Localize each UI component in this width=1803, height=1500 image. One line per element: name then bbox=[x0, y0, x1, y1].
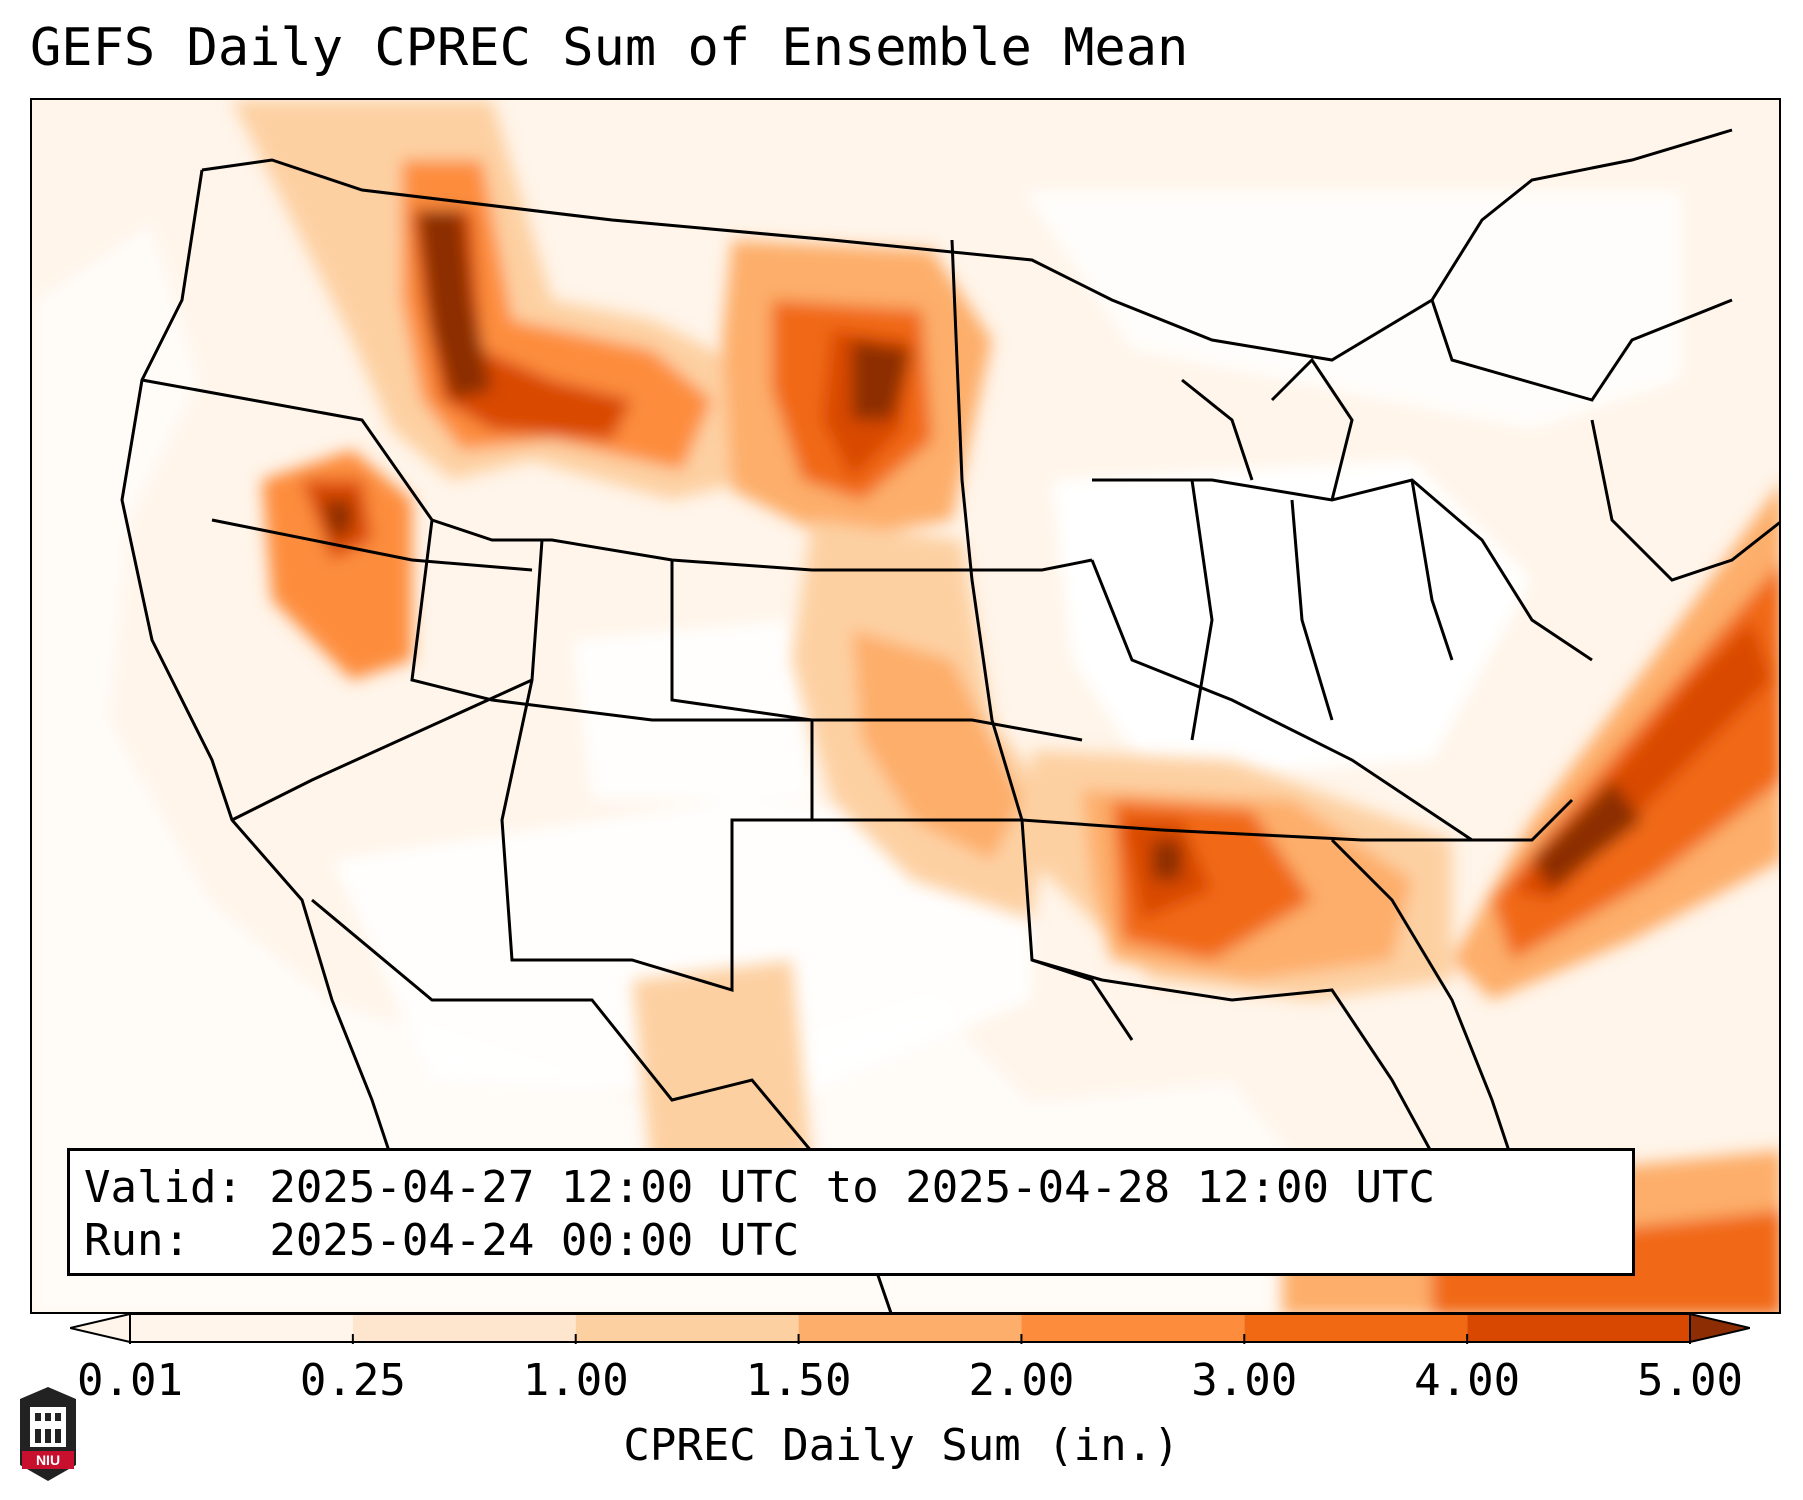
run-time-text: Run: 2025-04-24 00:00 UTC bbox=[84, 1215, 800, 1266]
map-canvas bbox=[32, 100, 1779, 1312]
colorbar-label: CPREC Daily Sum (in.) bbox=[623, 1420, 1180, 1471]
colorbar-outline bbox=[129, 1313, 1691, 1343]
niu-logo: NIU bbox=[20, 1387, 76, 1481]
colorbar bbox=[70, 1312, 1750, 1344]
precip-map bbox=[30, 98, 1781, 1314]
colorbar-segment bbox=[1244, 1314, 1468, 1342]
map-title: GEFS Daily CPREC Sum of Ensemble Mean bbox=[30, 18, 1189, 78]
colorbar-tick-label: 0.25 bbox=[299, 1355, 406, 1406]
valid-time-text: Valid: 2025-04-27 12:00 UTC to 2025-04-2… bbox=[84, 1162, 1436, 1213]
svg-text:NIU: NIU bbox=[36, 1452, 60, 1468]
colorbar-tick-label: 0.01 bbox=[77, 1355, 183, 1406]
colorbar-tick-label: 4.00 bbox=[1414, 1355, 1521, 1406]
colorbar-tick-label: 3.00 bbox=[1191, 1355, 1298, 1406]
colorbar-segment bbox=[1021, 1314, 1245, 1342]
colorbar-segment bbox=[575, 1314, 799, 1342]
valid-run-box: Valid: 2025-04-27 12:00 UTC to 2025-04-2… bbox=[67, 1148, 1635, 1276]
colorbar-tick-label: 1.00 bbox=[522, 1355, 629, 1406]
colorbar-extend-low bbox=[70, 1312, 131, 1344]
colorbar-tick-label: 1.50 bbox=[745, 1355, 852, 1406]
colorbar-extend-high bbox=[1689, 1312, 1750, 1344]
colorbar-segment bbox=[1467, 1314, 1690, 1342]
colorbar-segment bbox=[798, 1314, 1022, 1342]
colorbar-segment bbox=[130, 1314, 353, 1342]
colorbar-tick-label: 2.00 bbox=[968, 1355, 1075, 1406]
colorbar-segment bbox=[352, 1314, 576, 1342]
colorbar-tick-label: 5.00 bbox=[1637, 1355, 1743, 1406]
